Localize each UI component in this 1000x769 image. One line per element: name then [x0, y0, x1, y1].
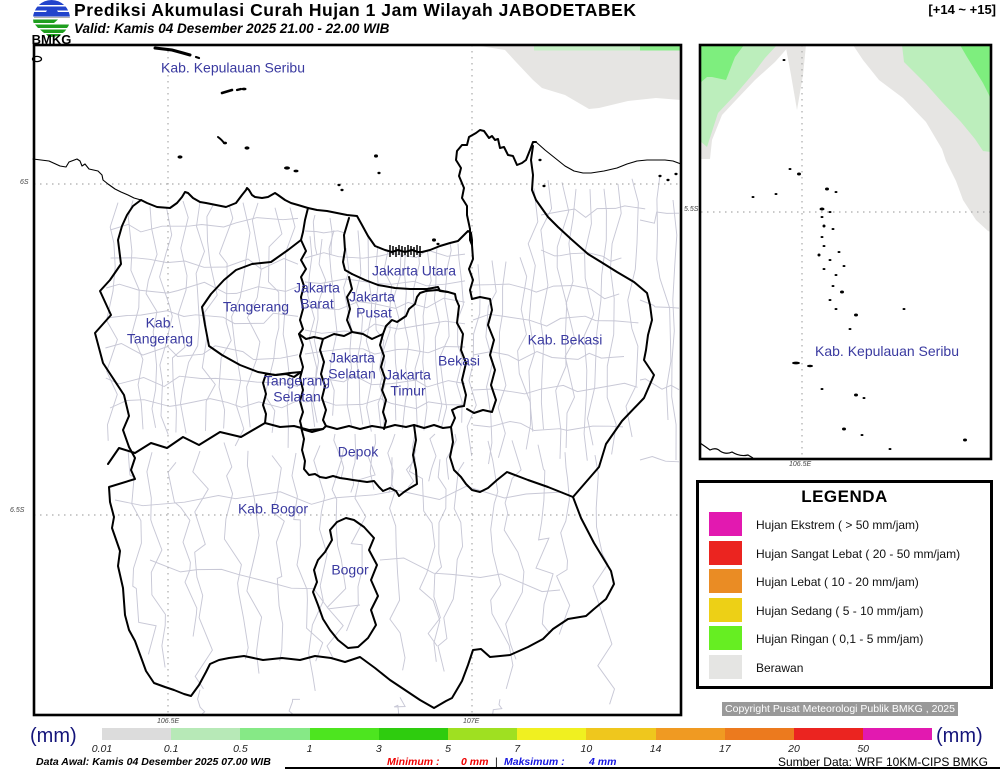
svg-text:Timur: Timur [390, 383, 426, 399]
svg-text:Jakarta: Jakarta [349, 289, 395, 305]
svg-text:Tangerang: Tangerang [223, 299, 289, 315]
svg-text:Jakarta: Jakarta [329, 350, 375, 366]
svg-text:Pusat: Pusat [356, 305, 392, 321]
svg-text:Kab. Kepulauan Seribu: Kab. Kepulauan Seribu [161, 60, 305, 76]
svg-text:Barat: Barat [300, 296, 334, 312]
svg-text:Kab.: Kab. [146, 315, 175, 331]
svg-text:BMKG: BMKG [32, 32, 71, 47]
svg-text:Selatan: Selatan [328, 366, 375, 382]
svg-text:Kab. Kepulauan Seribu: Kab. Kepulauan Seribu [815, 343, 959, 359]
svg-text:Jakarta: Jakarta [294, 280, 340, 296]
svg-text:Bekasi: Bekasi [438, 353, 480, 369]
svg-text:Kab. Bekasi: Kab. Bekasi [528, 332, 603, 348]
svg-text:Kab. Bogor: Kab. Bogor [238, 501, 308, 517]
svg-text:Bogor: Bogor [331, 562, 369, 578]
svg-text:Jakarta: Jakarta [385, 367, 431, 383]
svg-text:Jakarta Utara: Jakarta Utara [372, 263, 456, 279]
svg-text:Selatan: Selatan [273, 389, 320, 405]
svg-text:Tangerang: Tangerang [264, 373, 330, 389]
svg-text:Tangerang: Tangerang [127, 331, 193, 347]
svg-text:Depok: Depok [338, 444, 379, 460]
